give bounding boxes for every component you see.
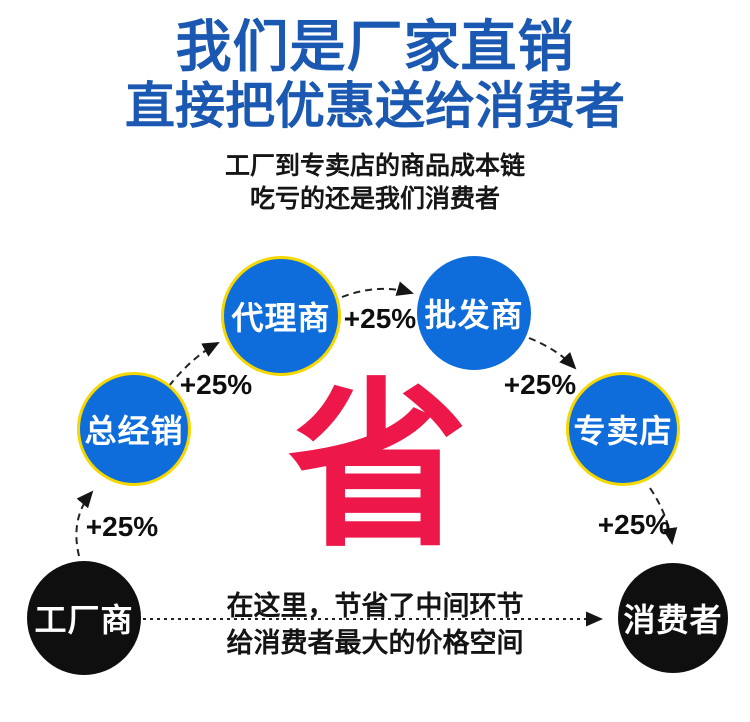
main-title-line1: 我们是厂家直销 bbox=[175, 15, 575, 78]
footer-line1: 在这里，节省了中间环节 bbox=[226, 591, 524, 621]
node-wholesaler-label: 批发商 bbox=[424, 297, 524, 333]
markup-label-factory-distributor: +25% bbox=[85, 511, 159, 542]
markup-label-wholesaler-store: +25% bbox=[503, 369, 577, 400]
markup-label-store-consumer: +25% bbox=[597, 509, 671, 540]
arrow-agent-to-wholesaler-icon bbox=[341, 281, 414, 298]
node-consumer: 消费者 bbox=[618, 563, 728, 673]
arrow-wholesaler-to-store-icon bbox=[528, 337, 577, 370]
node-factory-label: 工厂商 bbox=[34, 602, 134, 638]
node-agent: 代理商 bbox=[221, 256, 341, 376]
markup-label-distributor-agent: +25% bbox=[179, 369, 253, 400]
node-specialty-store-label: 专卖店 bbox=[573, 413, 673, 449]
subtitle-line2: 吃亏的还是我们消费者 bbox=[249, 185, 500, 213]
node-factory: 工厂商 bbox=[27, 561, 141, 675]
node-general-distributor: 总经销 bbox=[77, 372, 191, 486]
markup-label-agent-wholesaler: +25% bbox=[343, 303, 417, 334]
node-specialty-store: 专卖店 bbox=[566, 372, 680, 486]
footer-line2: 给消费者最大的价格空间 bbox=[226, 628, 524, 658]
node-agent-label: 代理商 bbox=[231, 300, 331, 336]
main-title-line2: 直接把优惠送给消费者 bbox=[125, 78, 625, 134]
node-consumer-label: 消费者 bbox=[623, 602, 723, 638]
subtitle-line1: 工厂到专卖店的商品成本链 bbox=[224, 152, 525, 180]
node-wholesaler: 批发商 bbox=[417, 256, 531, 370]
save-highlight-character: 省 bbox=[287, 367, 469, 568]
node-general-distributor-label: 总经销 bbox=[84, 413, 184, 449]
